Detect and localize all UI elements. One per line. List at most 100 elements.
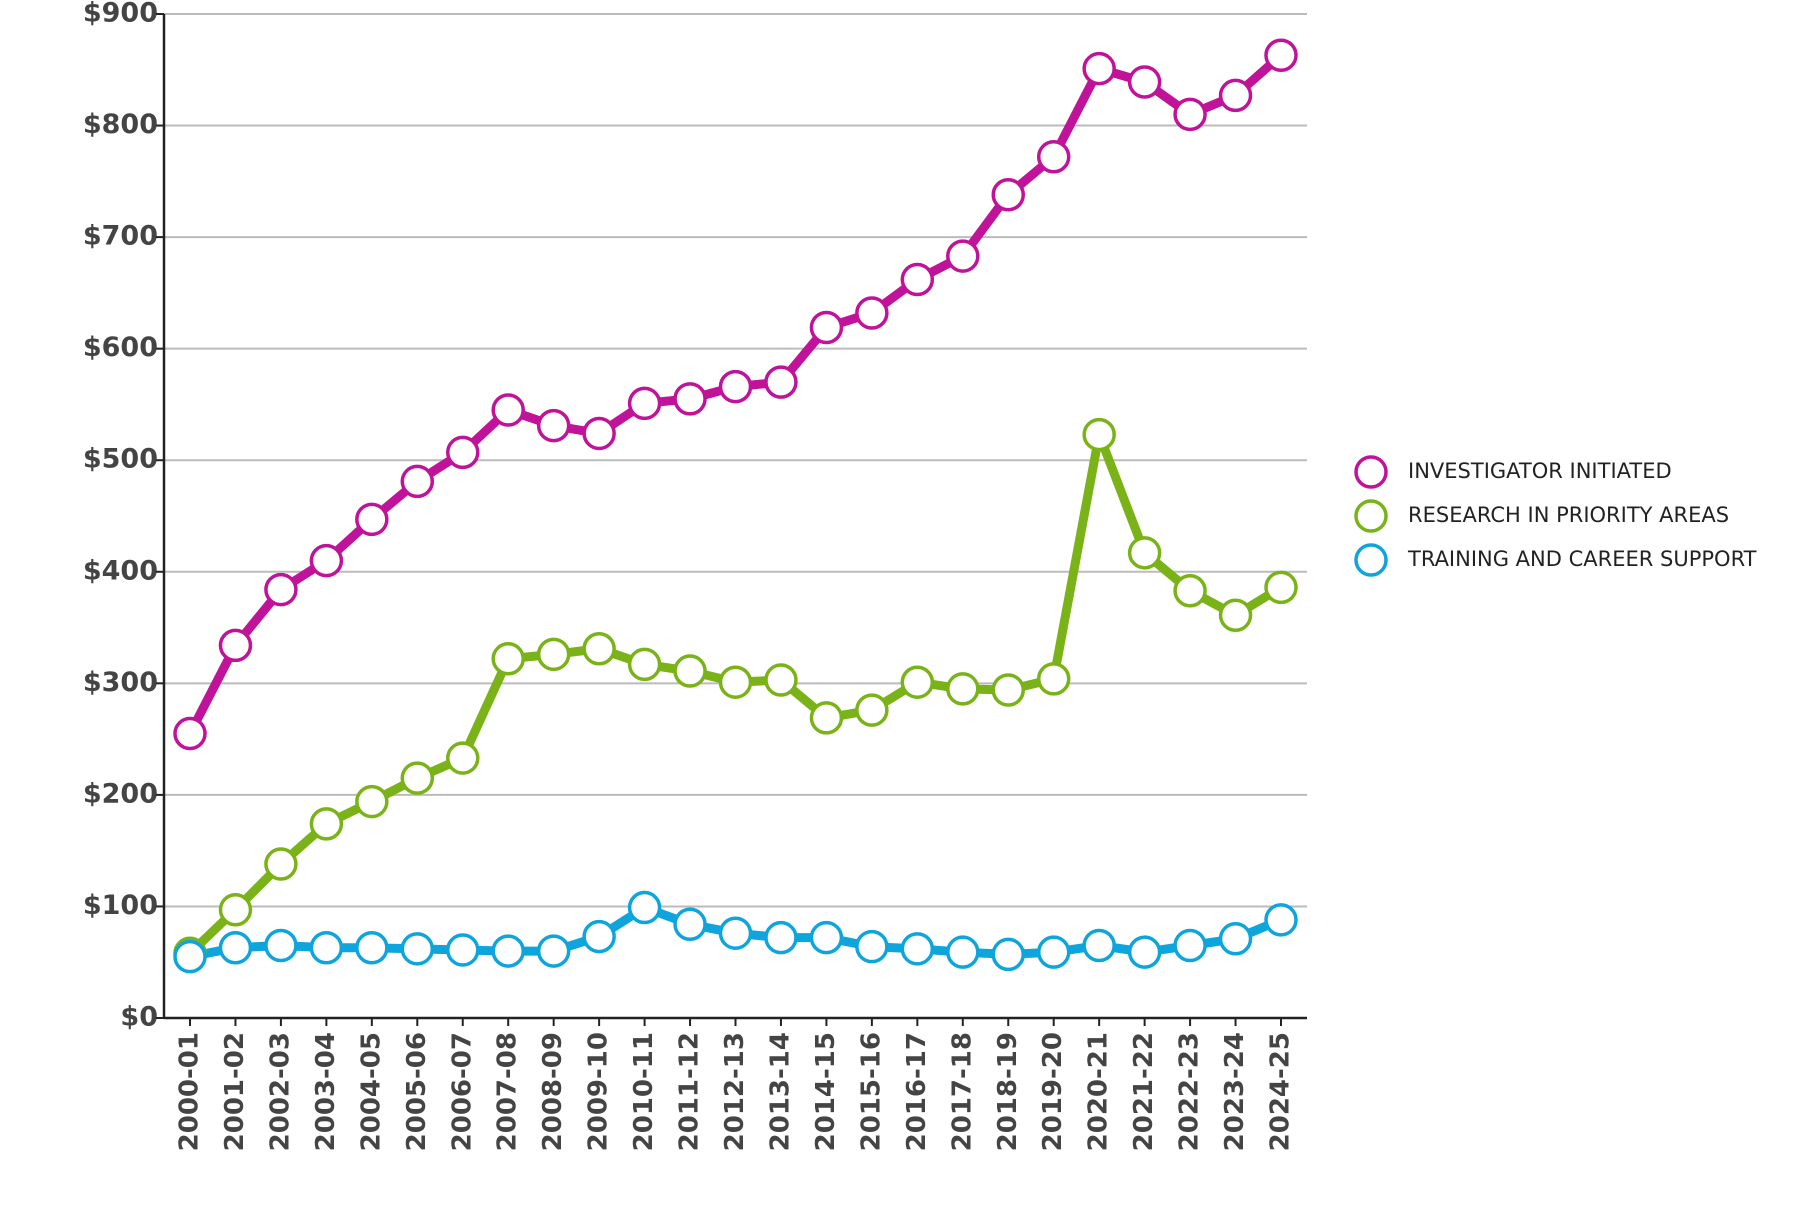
data-point bbox=[309, 807, 344, 841]
data-point bbox=[355, 502, 389, 537]
data-point bbox=[446, 435, 480, 470]
x-tick-label: 2000-01 bbox=[175, 1032, 205, 1151]
data-point bbox=[718, 369, 753, 404]
data-point bbox=[1036, 140, 1071, 174]
y-tick-label: $200 bbox=[83, 778, 158, 809]
x-tick-label: 2008-09 bbox=[538, 1032, 568, 1151]
data-point bbox=[491, 934, 525, 968]
x-tick-label: 2021-22 bbox=[1129, 1032, 1159, 1151]
data-point bbox=[991, 673, 1025, 707]
data-point bbox=[536, 934, 571, 968]
data-point bbox=[491, 393, 525, 427]
y-tick-label: $100 bbox=[83, 890, 158, 921]
x-tick-label: 2014-15 bbox=[811, 1032, 841, 1151]
data-point bbox=[264, 572, 298, 607]
data-point bbox=[536, 637, 571, 672]
data-point bbox=[582, 919, 616, 954]
data-point bbox=[900, 932, 935, 966]
x-tick-label: 2024-25 bbox=[1266, 1032, 1296, 1151]
data-point bbox=[1082, 928, 1116, 963]
data-point bbox=[1082, 51, 1116, 86]
x-tick-label: 2010-11 bbox=[629, 1032, 659, 1151]
legend-label: TRAINING AND CAREER SUPPORT bbox=[1407, 547, 1757, 571]
data-point bbox=[309, 543, 344, 578]
legend-label: RESEARCH IN PRIORITY AREAS bbox=[1408, 503, 1729, 527]
data-point bbox=[1264, 570, 1298, 605]
y-tick-label: $600 bbox=[83, 332, 158, 363]
data-point bbox=[627, 386, 662, 421]
data-point bbox=[627, 647, 662, 682]
y-tick-label: $500 bbox=[83, 444, 158, 475]
x-tick-label: 2019-20 bbox=[1038, 1032, 1068, 1151]
data-point bbox=[400, 761, 435, 795]
data-point bbox=[855, 296, 889, 330]
data-point bbox=[764, 365, 798, 399]
data-point bbox=[1173, 97, 1207, 132]
data-point bbox=[718, 665, 753, 699]
x-tick-label: 2015-16 bbox=[856, 1032, 886, 1151]
data-point bbox=[264, 847, 298, 881]
data-point bbox=[582, 416, 616, 451]
data-point bbox=[355, 930, 389, 965]
data-point bbox=[673, 907, 707, 942]
data-point bbox=[991, 937, 1025, 972]
x-tick-label: 2011-12 bbox=[675, 1032, 705, 1151]
data-point bbox=[218, 930, 253, 965]
data-point bbox=[855, 929, 889, 964]
y-tick-label: $800 bbox=[83, 109, 158, 140]
data-point bbox=[536, 408, 571, 443]
y-tick-label: $700 bbox=[83, 221, 158, 252]
data-point bbox=[946, 239, 980, 273]
x-tick-label: 2016-17 bbox=[902, 1032, 932, 1151]
data-point bbox=[764, 920, 798, 955]
data-point bbox=[218, 893, 253, 927]
y-tick-label: $300 bbox=[83, 667, 158, 698]
x-tick-label: 2007-08 bbox=[493, 1032, 523, 1151]
data-point bbox=[673, 382, 707, 416]
data-point bbox=[173, 939, 207, 974]
data-point bbox=[1127, 65, 1162, 99]
x-tick-label: 2009-10 bbox=[584, 1032, 614, 1151]
legend-marker bbox=[1354, 543, 1388, 577]
data-point bbox=[900, 665, 935, 699]
data-point bbox=[946, 672, 980, 706]
x-tick-label: 2001-02 bbox=[220, 1032, 250, 1151]
x-tick-label: 2022-23 bbox=[1175, 1032, 1205, 1151]
data-point bbox=[1218, 78, 1253, 113]
data-point bbox=[946, 935, 980, 969]
data-point bbox=[264, 928, 298, 963]
x-tick-label: 2005-06 bbox=[402, 1032, 432, 1151]
data-point bbox=[491, 642, 525, 676]
data-point bbox=[1127, 935, 1162, 969]
data-point bbox=[718, 916, 753, 950]
data-point bbox=[809, 701, 844, 735]
data-point bbox=[400, 932, 435, 966]
data-point bbox=[582, 632, 616, 666]
data-point bbox=[809, 310, 844, 345]
plot-area bbox=[173, 38, 1298, 974]
data-point bbox=[991, 177, 1025, 212]
data-point bbox=[900, 262, 935, 297]
y-tick-label: $400 bbox=[83, 555, 158, 586]
data-point bbox=[1036, 935, 1071, 969]
data-point bbox=[1036, 662, 1071, 696]
x-tick-label: 2004-05 bbox=[356, 1032, 386, 1151]
data-point bbox=[1218, 598, 1253, 633]
x-tick-label: 2012-13 bbox=[720, 1032, 750, 1151]
y-tick-label: $900 bbox=[83, 0, 158, 29]
x-tick-label: 2017-18 bbox=[947, 1032, 977, 1151]
data-point bbox=[809, 920, 844, 955]
data-point bbox=[446, 741, 480, 775]
data-point bbox=[1264, 38, 1298, 73]
data-point bbox=[1082, 417, 1116, 452]
data-point bbox=[1264, 903, 1298, 937]
data-point bbox=[446, 933, 480, 967]
y-tick-label: $0 bbox=[120, 1002, 158, 1033]
data-point bbox=[309, 930, 344, 965]
data-point bbox=[355, 784, 389, 819]
x-tick-label: 2003-04 bbox=[311, 1032, 341, 1151]
legend-marker bbox=[1354, 499, 1388, 533]
data-point bbox=[400, 464, 435, 499]
x-tick-label: 2020-21 bbox=[1084, 1032, 1114, 1151]
